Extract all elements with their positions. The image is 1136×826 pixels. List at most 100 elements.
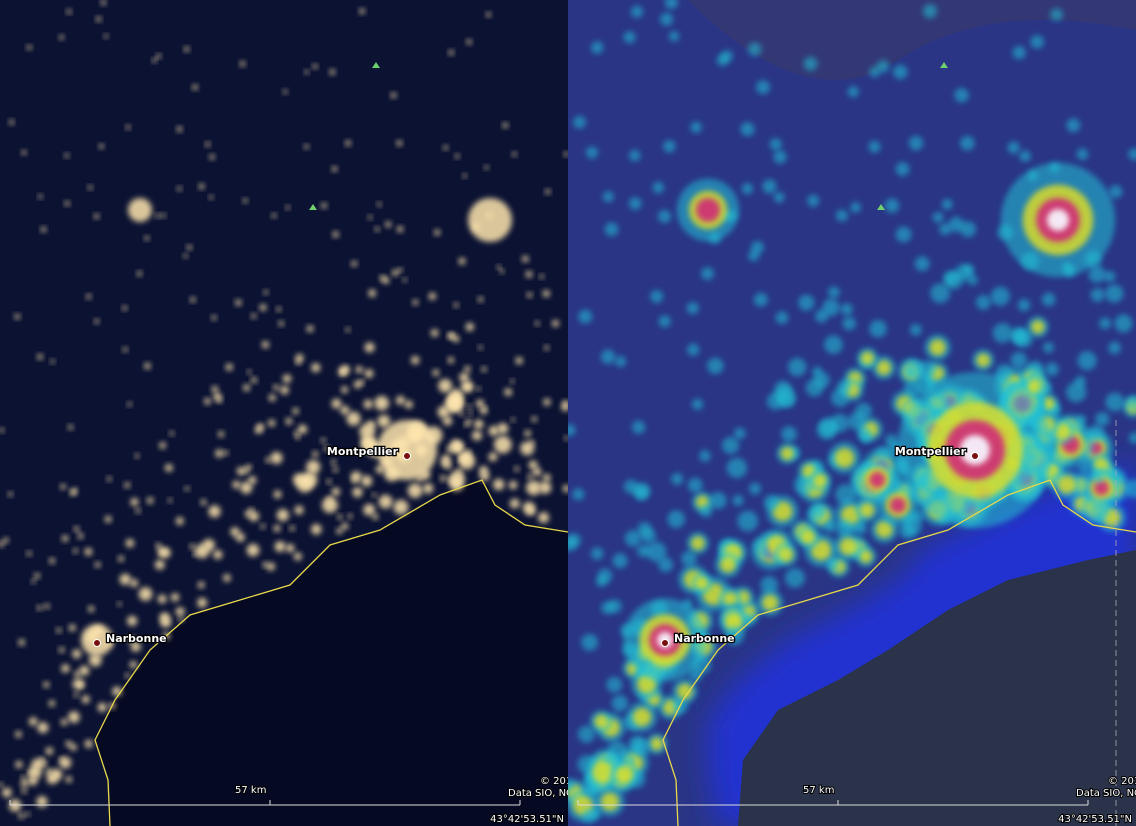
glow	[903, 517, 922, 536]
glow	[859, 502, 875, 518]
scale-bar	[9, 800, 521, 806]
glow	[628, 197, 642, 210]
glow	[1041, 383, 1052, 395]
glow	[814, 372, 830, 388]
light	[260, 524, 266, 529]
light	[295, 354, 304, 363]
light	[441, 459, 450, 468]
light	[525, 271, 533, 278]
light	[562, 484, 568, 493]
light	[130, 579, 139, 588]
light	[77, 533, 84, 539]
glow	[691, 536, 705, 550]
coastline	[94, 479, 568, 826]
light	[492, 478, 505, 491]
light	[64, 201, 70, 206]
glow	[760, 576, 778, 594]
light	[446, 446, 453, 453]
light	[28, 765, 42, 779]
light	[524, 430, 531, 437]
glow	[699, 504, 713, 518]
glow	[612, 553, 628, 569]
light	[393, 499, 409, 515]
light	[21, 788, 27, 794]
light	[261, 341, 269, 349]
glow	[773, 150, 787, 164]
glow	[668, 30, 680, 42]
glow	[875, 520, 893, 538]
light	[71, 487, 78, 495]
glow	[824, 335, 843, 355]
light	[94, 213, 100, 219]
glow	[573, 115, 586, 129]
light	[531, 416, 538, 422]
light	[285, 417, 293, 425]
light	[355, 366, 363, 374]
light	[73, 526, 80, 532]
light	[331, 398, 342, 409]
light	[3, 537, 9, 543]
light	[528, 460, 538, 470]
light	[564, 435, 568, 441]
light	[122, 305, 128, 311]
light	[259, 304, 267, 311]
light	[73, 692, 79, 698]
glow	[822, 298, 840, 317]
light	[458, 257, 466, 265]
light	[235, 532, 245, 542]
light	[164, 464, 173, 472]
light	[43, 681, 50, 688]
glow	[941, 198, 953, 210]
glow	[939, 223, 952, 236]
light	[169, 431, 174, 436]
glow	[834, 448, 855, 468]
light	[545, 189, 551, 195]
light	[448, 50, 454, 56]
scale-bar	[577, 800, 1089, 806]
glow	[817, 420, 837, 440]
light	[49, 557, 55, 564]
glow	[723, 591, 738, 607]
light	[268, 394, 276, 402]
light	[184, 486, 190, 491]
light	[285, 205, 290, 210]
glow	[749, 482, 761, 495]
light	[65, 776, 73, 783]
light	[184, 46, 190, 52]
glow	[884, 198, 900, 213]
glow	[960, 135, 975, 151]
glow	[1031, 320, 1045, 334]
light	[468, 410, 473, 415]
glow	[756, 80, 771, 95]
glow	[868, 140, 881, 153]
light	[60, 483, 66, 490]
light	[160, 616, 172, 628]
light	[251, 313, 257, 319]
city-marker	[971, 452, 979, 460]
light	[263, 290, 269, 295]
glow	[914, 256, 930, 272]
glow	[908, 135, 924, 151]
attribution: Data SIO, NOA	[1076, 788, 1136, 799]
light	[161, 213, 166, 218]
light	[336, 527, 343, 535]
glow	[890, 475, 904, 488]
light	[509, 498, 520, 509]
light	[213, 549, 223, 560]
light	[26, 551, 32, 556]
light	[353, 380, 362, 389]
light	[112, 686, 122, 697]
light	[351, 477, 358, 483]
glow	[787, 357, 807, 377]
light	[100, 0, 106, 5]
glow	[1017, 298, 1031, 312]
glow	[592, 761, 614, 784]
glow	[859, 550, 873, 563]
glow	[578, 309, 593, 324]
glow	[860, 351, 875, 365]
light	[527, 473, 533, 480]
light	[484, 165, 489, 170]
light	[60, 718, 68, 726]
light	[476, 386, 481, 391]
